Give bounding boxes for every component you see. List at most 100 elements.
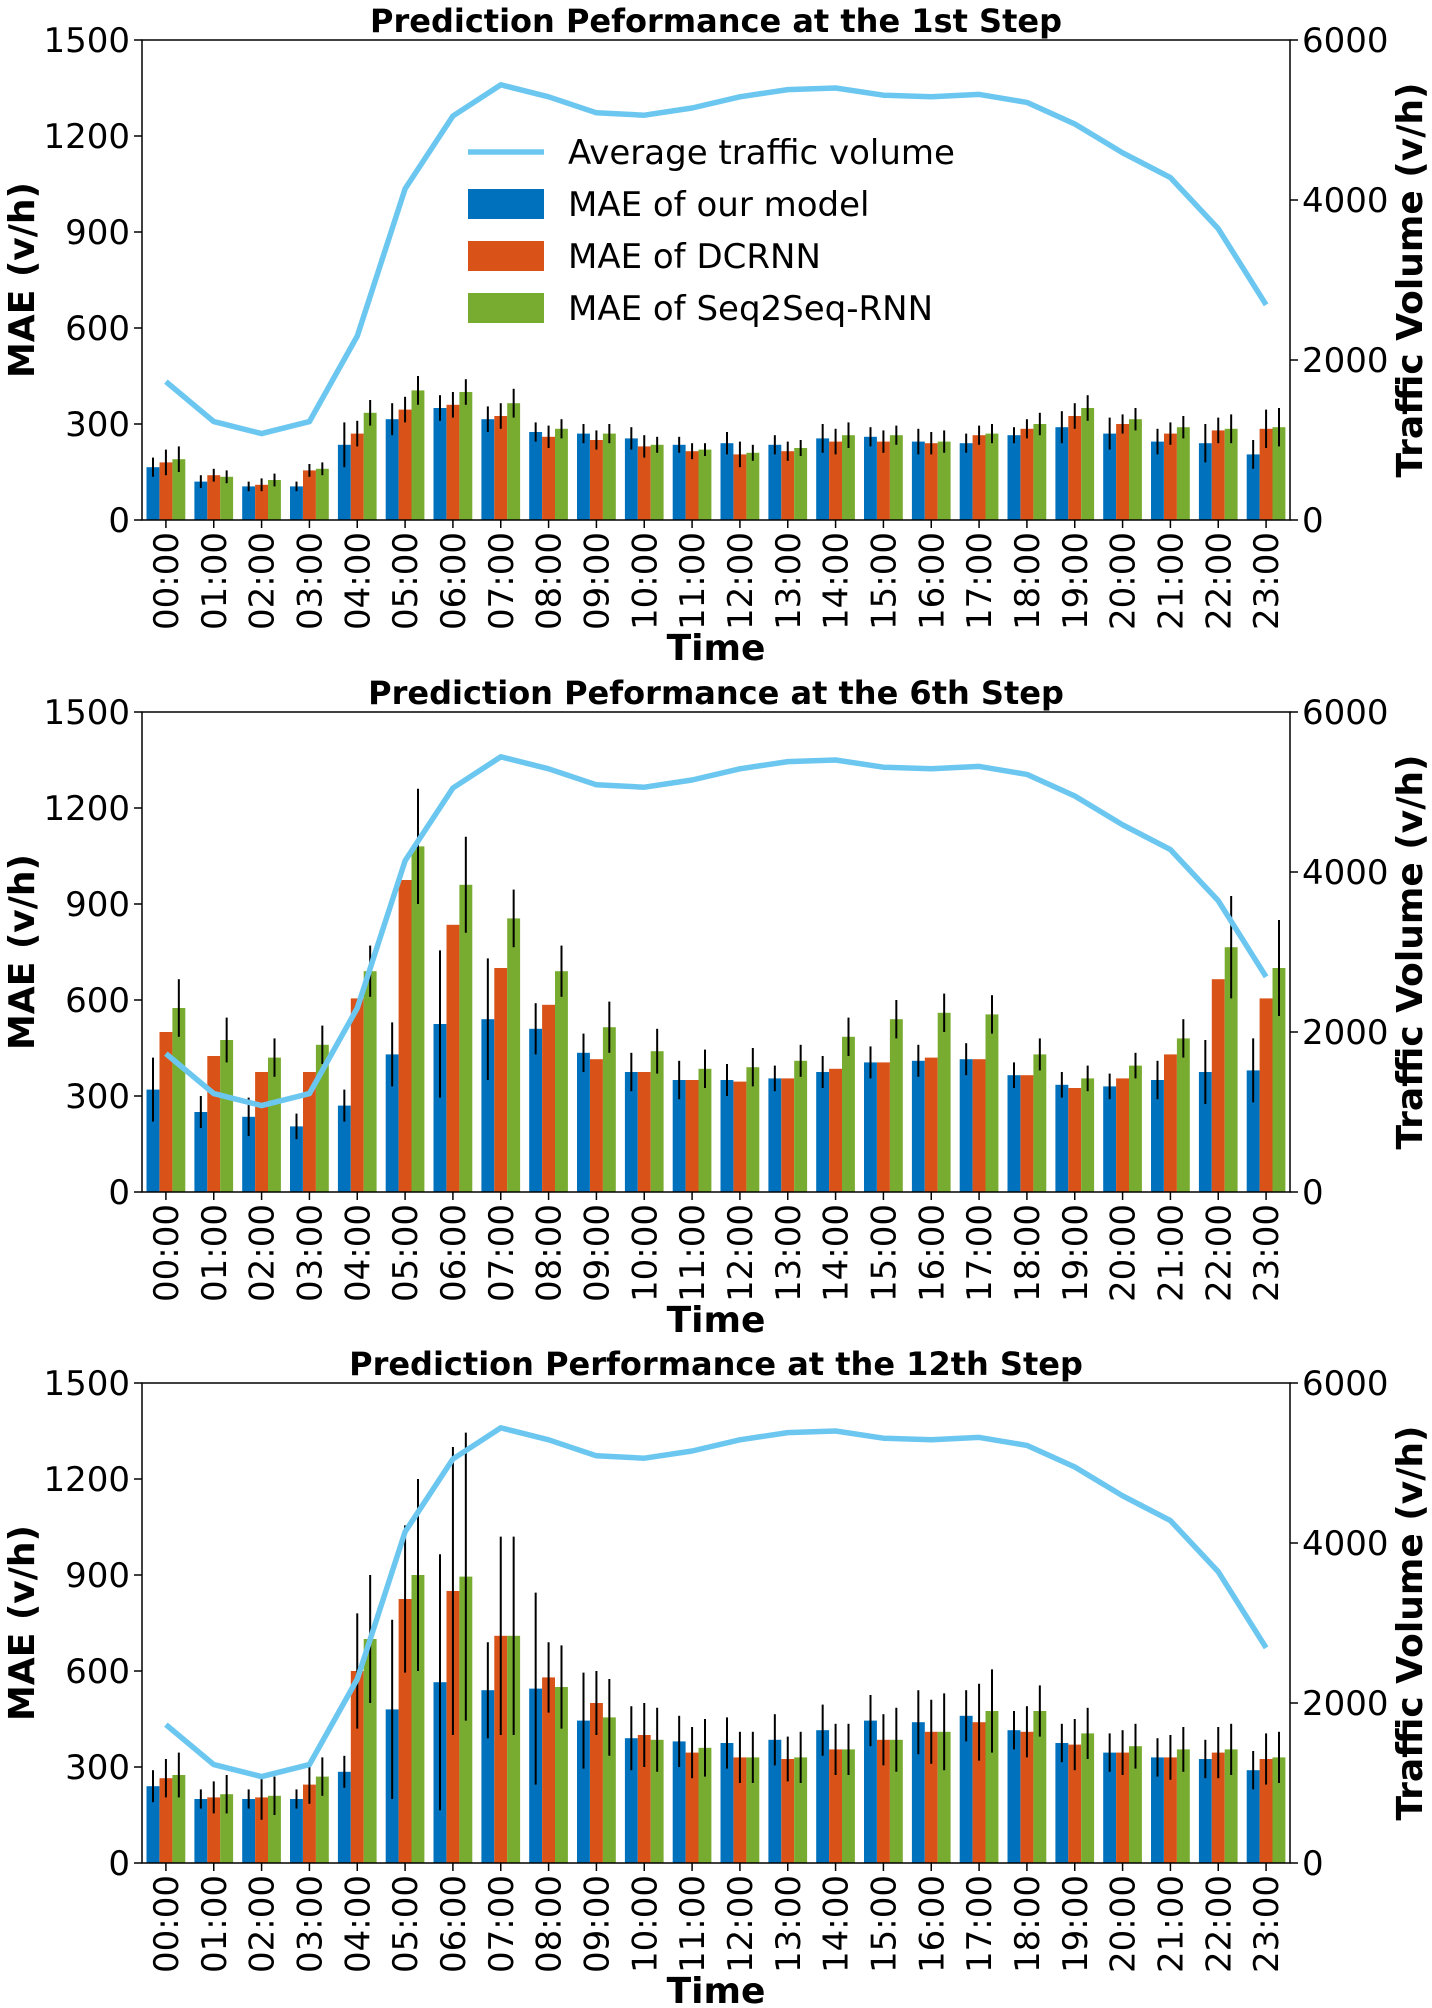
bar <box>1116 1752 1129 1863</box>
y-tick-label: 600 <box>65 1652 130 1692</box>
y-tick-label: 300 <box>65 1077 130 1117</box>
x-tick-label: 22:00 <box>1199 1204 1239 1302</box>
x-tick-label: 18:00 <box>1008 1875 1048 1973</box>
bar <box>911 1060 925 1192</box>
y2-tick-label: 2000 <box>1302 341 1389 381</box>
chart-panel-3: Prediction Performance at the 12th Step 0… <box>2 1345 1431 2008</box>
bar <box>363 971 377 1192</box>
bar <box>529 432 543 520</box>
bar <box>1129 1746 1142 1863</box>
bar <box>685 1752 699 1863</box>
x-tick-label: 16:00 <box>912 1875 952 1973</box>
bar <box>1033 1054 1047 1192</box>
x-tick-label: 00:00 <box>147 532 187 630</box>
x-tick-label: 18:00 <box>1008 1204 1048 1302</box>
bar <box>924 1057 938 1192</box>
bar <box>1033 1711 1047 1863</box>
y-axis-label: MAE (v/h) <box>2 854 43 1050</box>
x-tick-label: 15:00 <box>864 532 904 630</box>
bar <box>446 404 460 520</box>
y2-axis-label: Traffic Volume (v/h) <box>1390 1426 1431 1821</box>
bar <box>698 449 712 520</box>
bar <box>842 1749 855 1863</box>
bar <box>555 428 568 520</box>
bar <box>529 1028 543 1192</box>
y-tick-label: 900 <box>65 885 130 925</box>
bar <box>1151 1757 1164 1863</box>
bar <box>577 1720 590 1863</box>
y-tick-label: 600 <box>65 309 130 349</box>
bar <box>542 1004 555 1192</box>
bar <box>1081 408 1095 520</box>
bar <box>1103 1086 1117 1192</box>
y2-tick-label: 4000 <box>1302 1524 1389 1564</box>
bar <box>624 1072 638 1192</box>
bar <box>398 409 412 520</box>
bar <box>207 1056 221 1192</box>
x-tick-label: 07:00 <box>482 1204 522 1302</box>
x-axis-label: Time <box>667 1971 766 2008</box>
bar <box>746 1067 760 1192</box>
y-tick-label: 1500 <box>43 693 130 733</box>
y2-axis-label: Traffic Volume (v/h) <box>1390 755 1431 1150</box>
x-tick-label: 01:00 <box>195 1204 235 1302</box>
bar <box>220 476 234 520</box>
y-axis-label: MAE (v/h) <box>2 1525 43 1721</box>
bar <box>602 1717 616 1863</box>
y-tick-label: 0 <box>108 501 130 541</box>
bar <box>733 1081 747 1192</box>
x-tick-label: 10:00 <box>625 1875 665 1973</box>
bar <box>768 1078 782 1192</box>
bar <box>1020 428 1034 520</box>
bar <box>1176 1749 1190 1863</box>
y-tick-label: 1500 <box>43 21 130 61</box>
y-axis-label: MAE (v/h) <box>2 182 43 378</box>
chart-panel-2: Prediction Peformance at the 6th Step 0 30… <box>2 674 1431 1341</box>
traffic-volume-line <box>164 754 1269 1109</box>
bar <box>781 1078 795 1192</box>
bar <box>255 1072 268 1192</box>
bar <box>337 1771 351 1863</box>
x-tick-label: 09:00 <box>577 532 617 630</box>
bar <box>172 1008 186 1192</box>
chart-title: Prediction Peformance at the 6th Step <box>368 674 1064 712</box>
bar <box>172 459 186 520</box>
bar <box>1033 424 1047 520</box>
x-tick-label: 09:00 <box>577 1875 617 1973</box>
bar <box>972 1059 986 1192</box>
plot-frame <box>141 711 1291 1193</box>
bar <box>220 1794 234 1863</box>
bar <box>194 1799 208 1863</box>
bar <box>889 1019 903 1192</box>
bar <box>637 446 651 520</box>
x-tick-label: 12:00 <box>721 532 761 630</box>
chart-title: Prediction Peformance at the 1st Step <box>370 2 1062 40</box>
bar <box>720 443 734 520</box>
bar <box>672 1741 686 1863</box>
bar <box>877 1062 890 1192</box>
x-tick-label: 17:00 <box>960 1204 1000 1302</box>
x-tick-label: 14:00 <box>817 1875 857 1973</box>
bar <box>303 1072 316 1192</box>
x-tick-label: 12:00 <box>721 1204 761 1302</box>
bar <box>242 1116 256 1192</box>
bar <box>459 392 473 520</box>
traffic-volume-line <box>164 1425 1269 1780</box>
bar <box>1151 1080 1164 1192</box>
bar <box>720 1743 734 1863</box>
bar <box>542 1677 555 1863</box>
bar <box>624 438 638 520</box>
bar <box>1055 427 1069 520</box>
series-1 <box>146 1554 1260 1863</box>
bar <box>1211 430 1225 520</box>
x-tick-label: 10:00 <box>625 1204 665 1302</box>
y-tick-label: 900 <box>65 1556 130 1596</box>
bar <box>207 475 221 520</box>
x-tick-label: 06:00 <box>434 532 474 630</box>
bar <box>768 1739 782 1863</box>
y-tick-label: 600 <box>65 981 130 1021</box>
bar <box>1164 1054 1177 1192</box>
bar <box>507 403 521 520</box>
bar <box>816 1072 830 1192</box>
bar <box>985 433 999 520</box>
